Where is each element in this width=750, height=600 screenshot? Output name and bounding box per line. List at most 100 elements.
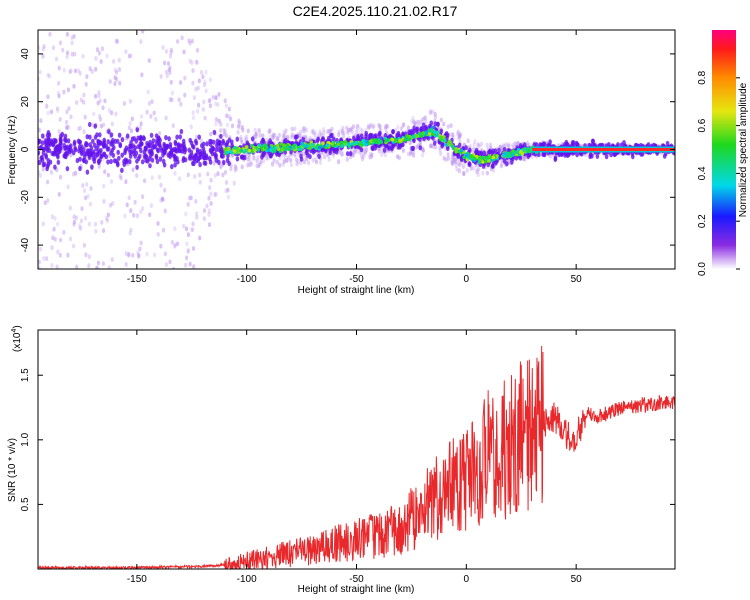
spectrogram-point bbox=[513, 141, 517, 147]
spectrogram-point bbox=[499, 163, 503, 169]
spectrogram-point bbox=[41, 162, 46, 168]
spectrogram-point bbox=[322, 130, 326, 136]
spectrogram-point bbox=[69, 68, 73, 73]
spectrogram-point bbox=[51, 45, 56, 51]
spectrogram-point bbox=[190, 60, 194, 65]
spectrogram-point bbox=[466, 138, 470, 144]
spectrogram-point bbox=[56, 221, 60, 227]
spectrogram-point bbox=[194, 199, 198, 204]
spectrogram-point bbox=[354, 148, 358, 154]
spectrogram-point bbox=[195, 211, 199, 217]
spectrogram-point bbox=[48, 74, 52, 79]
spectrogram-point bbox=[595, 153, 600, 159]
spectrogram-point bbox=[191, 68, 195, 73]
spectrogram-point bbox=[58, 117, 62, 122]
spectrogram-point bbox=[129, 128, 134, 134]
spectrogram-point bbox=[88, 201, 92, 207]
spectrogram-point bbox=[214, 153, 218, 159]
spectrogram-point bbox=[340, 151, 344, 157]
spectrogram-point bbox=[525, 140, 530, 146]
spectrogram-point bbox=[318, 160, 322, 166]
spectrogram-point bbox=[204, 88, 208, 94]
spectrogram-point bbox=[118, 173, 122, 179]
spectrogram-point bbox=[82, 99, 86, 105]
colorbar-tick-label: 0.4 bbox=[697, 166, 708, 180]
spectrogram-point bbox=[141, 30, 145, 34]
spectrogram-point bbox=[117, 67, 122, 72]
spectrogram-point bbox=[74, 215, 78, 221]
spectrogram-point bbox=[105, 53, 109, 59]
spectrogram-point bbox=[38, 259, 41, 265]
spectrogram-point bbox=[326, 129, 330, 135]
spectrogram-point bbox=[457, 168, 461, 174]
spectrogram-point bbox=[316, 136, 321, 142]
spectrogram-point bbox=[41, 221, 45, 227]
spectrogram-point bbox=[110, 110, 114, 116]
spectrogram-point bbox=[549, 153, 553, 159]
spectrogram-point bbox=[421, 148, 425, 154]
spectrogram-point bbox=[481, 170, 485, 176]
spectrogram-point bbox=[112, 158, 117, 164]
spectrogram-point bbox=[477, 160, 482, 165]
spectrogram-point bbox=[136, 156, 141, 162]
spectrogram-point bbox=[183, 149, 187, 155]
spectrogram-point bbox=[95, 265, 99, 269]
spectrogram-point bbox=[472, 143, 476, 148]
spectrogram-point bbox=[159, 74, 163, 79]
spectrogram-point bbox=[284, 158, 289, 164]
spectrogram-point bbox=[447, 139, 452, 144]
spectrogram-point bbox=[211, 139, 216, 145]
spectrogram-point bbox=[418, 145, 423, 151]
spectrogram-point bbox=[59, 237, 63, 243]
spectrogram-point bbox=[480, 155, 485, 160]
spectrogram-point bbox=[301, 136, 306, 142]
spectrogram-point bbox=[432, 140, 437, 146]
spectrogram-point bbox=[101, 105, 105, 111]
spectrogram-point bbox=[412, 119, 416, 125]
spectrogram-point bbox=[209, 177, 213, 183]
spectrogram-point bbox=[207, 222, 212, 228]
spectrogram-point bbox=[257, 143, 262, 148]
spectrogram-point bbox=[243, 148, 248, 153]
spectrogram-point bbox=[107, 265, 111, 269]
spectrogram-point bbox=[329, 132, 334, 138]
spectrogram-point bbox=[233, 164, 237, 170]
spectrogram-point bbox=[311, 142, 315, 147]
spectrogram-point bbox=[451, 132, 455, 138]
spectrogram-point bbox=[129, 140, 133, 146]
spectrogram-point bbox=[173, 243, 177, 249]
spectrogram-point bbox=[491, 155, 496, 160]
spectrogram-point bbox=[591, 138, 595, 144]
spectrogram-point bbox=[159, 243, 163, 249]
spectrogram-point bbox=[167, 67, 171, 73]
spectrogram-point bbox=[109, 179, 114, 184]
spectrogram-point bbox=[43, 200, 47, 206]
spectrogram-point bbox=[50, 263, 54, 268]
spectrogram-point bbox=[258, 132, 262, 138]
spectrogram-point bbox=[241, 127, 245, 133]
spectrogram-point bbox=[225, 113, 229, 119]
spectrogram-point bbox=[347, 144, 352, 149]
spectrogram-point bbox=[186, 247, 191, 253]
spectrogram-point bbox=[181, 157, 186, 163]
spectrogram-y-axis-label: Frequency (Hz) bbox=[7, 116, 18, 185]
spectrogram-point bbox=[72, 139, 77, 145]
spectrogram-point bbox=[73, 51, 77, 57]
spectrogram-point bbox=[364, 145, 368, 151]
spectrogram-point bbox=[178, 176, 182, 182]
spectrogram-point bbox=[411, 115, 415, 121]
spectrogram-point bbox=[57, 80, 61, 86]
spectrogram-point bbox=[202, 160, 207, 166]
spectrogram-point bbox=[135, 213, 139, 219]
spectrogram-point bbox=[309, 140, 314, 144]
spectrogram-point bbox=[214, 147, 218, 153]
spectrogram-point bbox=[48, 159, 53, 165]
spectrogram-point bbox=[229, 166, 233, 172]
spectrogram-point bbox=[191, 221, 195, 227]
spectrogram-point bbox=[293, 152, 297, 158]
spectrogram-point bbox=[68, 205, 72, 211]
spectrogram-point bbox=[304, 136, 308, 141]
spectrogram-point bbox=[418, 141, 422, 146]
spectrogram-point bbox=[489, 158, 494, 162]
spectrogram-point bbox=[76, 126, 80, 132]
